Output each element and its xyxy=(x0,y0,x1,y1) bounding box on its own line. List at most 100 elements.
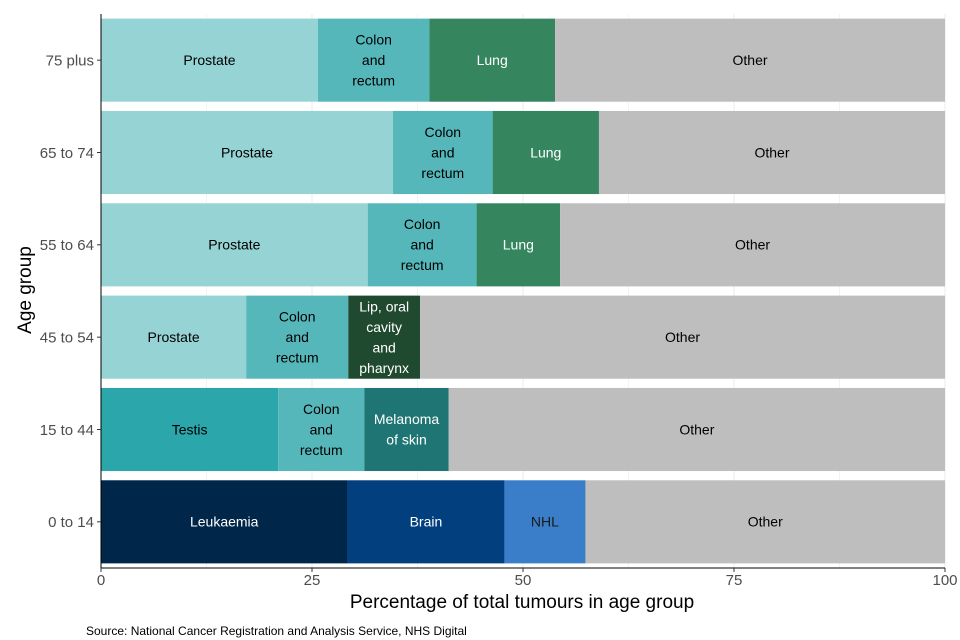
x-axis-title: Percentage of total tumours in age group xyxy=(350,592,694,613)
bar-segment-label: Prostate xyxy=(221,144,273,160)
bar-segment-label: NHL xyxy=(531,514,559,530)
bar-segment xyxy=(476,203,561,287)
bar-segment-label-line: of skin xyxy=(386,432,426,448)
bar-segment-label-line: pharynx xyxy=(359,360,409,376)
x-tick-label: 50 xyxy=(515,572,532,589)
bar-segment-label-line: Colon xyxy=(279,309,316,325)
grid-lines xyxy=(100,14,946,568)
bar-segment-label: Melanoma of skin xyxy=(374,411,440,448)
bar-segment xyxy=(101,480,348,564)
bar-segment-label: Other xyxy=(748,514,783,530)
bar-segment xyxy=(101,110,394,195)
bar-segment-label: Brain xyxy=(410,514,443,530)
bar-segment-label: Colon and rectum xyxy=(401,216,444,273)
bar-segment-label-line: and xyxy=(286,329,309,345)
bar-segment-label-line: Other xyxy=(754,144,789,160)
bar-segment-label: Lung xyxy=(477,52,508,68)
bar-segment xyxy=(555,18,945,102)
bar-segment-label-line: Testis xyxy=(172,421,208,437)
bar-segment xyxy=(492,110,599,195)
bar-segment xyxy=(448,387,945,472)
bar-segment-label-line: Colon xyxy=(404,216,441,232)
bar-segment xyxy=(585,480,945,564)
y-tick-label: 75 plus xyxy=(46,52,94,69)
bar-segment xyxy=(393,110,493,195)
bar-segment-label-line: and xyxy=(372,339,395,355)
bar-segment-label-line: Lung xyxy=(477,52,508,68)
bar-segment xyxy=(560,203,945,287)
bar-segment-label-line: and xyxy=(362,52,385,68)
bar-segment-label-line: Prostate xyxy=(183,52,235,68)
bar-segment-label-line: Melanoma xyxy=(374,411,440,427)
bar-segment-label: Prostate xyxy=(208,237,260,253)
bar-segment-label-line: Lung xyxy=(530,144,561,160)
bars: Leukaemia Brain NHL Other Testis Colon and rect… xyxy=(101,18,946,564)
bar-segment-label: Prostate xyxy=(183,52,235,68)
bar-segment-label-line: Leukaemia xyxy=(190,514,259,530)
bar-segment-label-line: Colon xyxy=(425,124,462,140)
bar-segment-label-line: Colon xyxy=(355,32,392,48)
bar-segment-label-line: Prostate xyxy=(208,237,260,253)
bar-segment-label-line: rectum xyxy=(401,257,444,273)
bar-segment xyxy=(101,203,368,287)
bar-segment-label: Prostate xyxy=(148,329,200,345)
bar-segment-label-line: Brain xyxy=(410,514,443,530)
bar-segment-label: Colon and rectum xyxy=(276,309,319,366)
bar-segment xyxy=(246,295,349,379)
bar-segment-label-line: Lip, oral xyxy=(359,298,409,314)
bar-segment-label-line: Other xyxy=(679,421,714,437)
bar-segment-label: Leukaemia xyxy=(190,514,259,530)
y-tick-label: 15 to 44 xyxy=(40,422,94,439)
bar-segment-label-line: rectum xyxy=(352,73,395,89)
bar-segment-label-line: and xyxy=(410,237,433,253)
bar-segment-label: Other xyxy=(735,237,770,253)
y-axis-title: Age group xyxy=(15,246,36,334)
bar-segment-label-line: Other xyxy=(665,329,700,345)
bar-segment-label-line: NHL xyxy=(531,514,559,530)
bar-segment-label-line: Other xyxy=(748,514,783,530)
bar-segment-label-line: and xyxy=(310,421,333,437)
bar-segment xyxy=(598,110,945,195)
x-tick-label: 100 xyxy=(932,572,957,589)
bar-segment xyxy=(317,18,430,102)
axes: 0 to 14 15 to 44 45 to 54 55 to 64 65 to 74 7… xyxy=(40,14,958,589)
bar-segment-label-line: cavity xyxy=(366,319,402,335)
y-tick-label: 55 to 64 xyxy=(40,237,94,254)
bar-segment-label: Lung xyxy=(530,144,561,160)
bar-segment-label-line: Colon xyxy=(303,401,340,417)
bar-segment-label: Other xyxy=(679,421,714,437)
bar-segment xyxy=(364,387,449,472)
x-tick-label: 0 xyxy=(97,572,105,589)
bar-segment-label: Testis xyxy=(172,421,208,437)
x-tick-label: 25 xyxy=(304,572,321,589)
bar-segment-label: Colon and rectum xyxy=(352,32,395,89)
bar-segment xyxy=(420,295,946,379)
source-caption: Source: National Cancer Registration and… xyxy=(86,624,467,638)
bar-segment xyxy=(101,18,318,102)
bar-segment-label: Lung xyxy=(503,237,534,253)
bar-segment xyxy=(367,203,477,287)
bar-segment-label: Other xyxy=(733,52,768,68)
bar-segment-label-line: Lung xyxy=(503,237,534,253)
bar-segment-label: Colon and rectum xyxy=(300,401,343,458)
bar-segment xyxy=(101,295,247,379)
x-tick-label: 75 xyxy=(726,572,743,589)
bar-segment-label-line: Prostate xyxy=(221,144,273,160)
y-tick-label: 45 to 54 xyxy=(40,329,94,346)
bar-segment-label: Other xyxy=(665,329,700,345)
bar-segment-label: Other xyxy=(754,144,789,160)
bar-segment-label-line: and xyxy=(431,144,454,160)
bar-segment xyxy=(347,480,505,564)
bar-segment-label-line: Other xyxy=(735,237,770,253)
bar-segment-label: Lip, oral cavity and pharynx xyxy=(359,298,409,376)
bar-segment-label-line: rectum xyxy=(276,350,319,366)
bar-segment xyxy=(429,18,556,102)
bar-segment-label-line: rectum xyxy=(421,165,464,181)
bar-segment-label: Colon and rectum xyxy=(421,124,464,181)
bar-segment xyxy=(278,387,365,472)
bar-segment-label-line: Prostate xyxy=(148,329,200,345)
bar-segment-label-line: Other xyxy=(733,52,768,68)
bar-segment xyxy=(101,387,279,472)
y-tick-label: 65 to 74 xyxy=(40,145,94,162)
